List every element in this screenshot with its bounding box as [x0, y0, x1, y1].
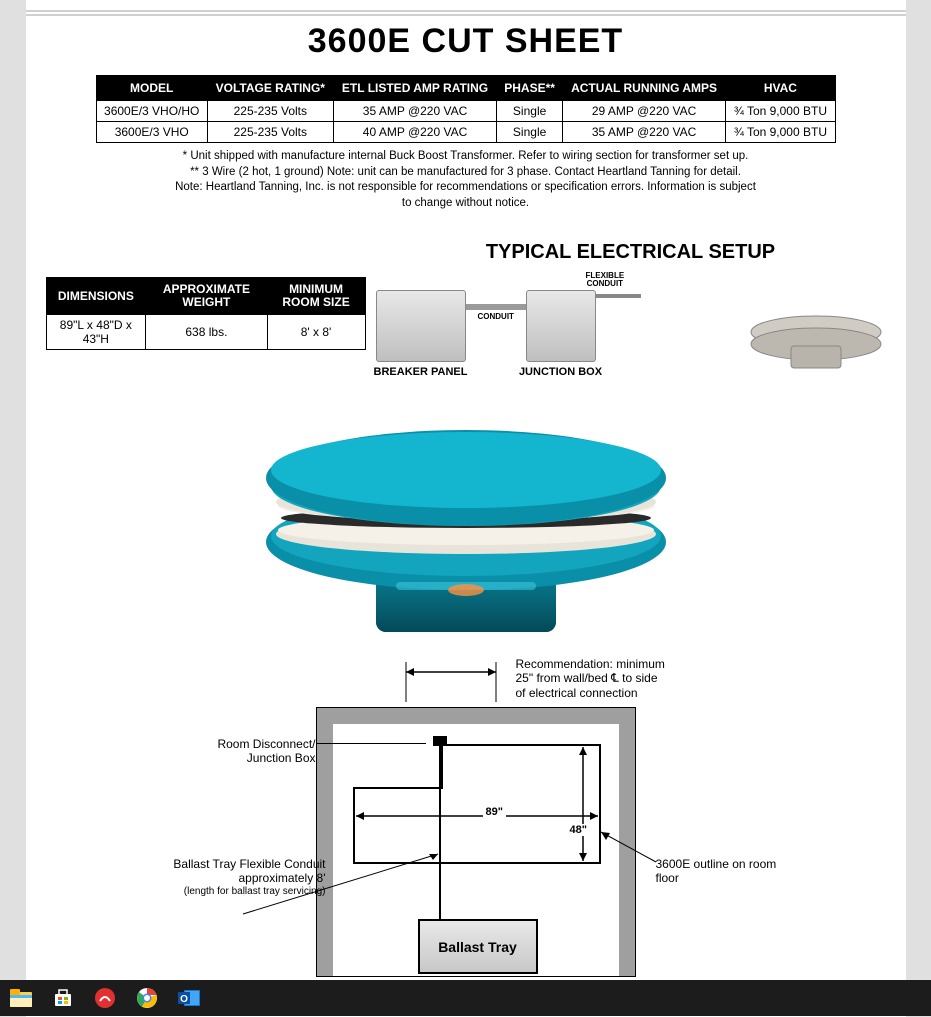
disconnect-callout: Room Disconnect/ Junction Box	[176, 737, 316, 766]
cell: 3600E/3 VHO/HO	[96, 101, 207, 122]
col-weight: APPROXIMATE WEIGHT	[146, 278, 267, 315]
bed-cutout	[353, 744, 443, 789]
conduit-label: CONDUIT	[478, 312, 514, 321]
outlook-icon[interactable]: O	[176, 985, 202, 1011]
page-title: 3600E CUT SHEET	[46, 22, 886, 61]
cell: 8' x 8'	[267, 315, 365, 350]
callout-line: Junction Box	[176, 751, 316, 765]
cell: 29 AMP @220 VAC	[562, 101, 725, 122]
dim-48-label: 48"	[568, 824, 589, 836]
callout-line: Ballast Tray Flexible Conduit	[156, 857, 326, 871]
flexible-conduit-line	[596, 294, 641, 298]
callout-line: floor	[656, 871, 816, 885]
product-image-area	[46, 412, 886, 647]
callout-line: of electrical connection	[516, 686, 716, 700]
chrome-icon[interactable]	[134, 985, 160, 1011]
windows-taskbar[interactable]: O	[0, 980, 931, 1016]
dim-89-label: 89"	[483, 806, 506, 818]
cell: 225-235 Volts	[207, 122, 333, 143]
cell: Single	[497, 122, 562, 143]
footnote-line: * Unit shipped with manufacture internal…	[96, 149, 836, 165]
col-voltage: VOLTAGE RATING*	[207, 76, 333, 101]
table-row: 3600E/3 VHO/HO 225-235 Volts 35 AMP @220…	[96, 101, 835, 122]
outline-callout: 3600E outline on room floor	[656, 857, 816, 886]
electrical-diagram: FLEXIBLE CONDUIT BREAKER PANEL CONDUIT J…	[376, 272, 886, 392]
mid-row: DIMENSIONS APPROXIMATE WEIGHT MINIMUM RO…	[46, 241, 886, 392]
cell: 35 AMP @220 VAC	[562, 122, 725, 143]
cell: ¾ Ton 9,000 BTU	[726, 122, 835, 143]
svg-text:O: O	[180, 994, 188, 1005]
cell: Single	[497, 101, 562, 122]
cell: 225-235 Volts	[207, 101, 333, 122]
document-page: 3600E CUT SHEET MODEL VOLTAGE RATING* ET…	[26, 0, 906, 1017]
breaker-panel-box	[376, 290, 466, 362]
breaker-label: BREAKER PANEL	[371, 366, 471, 378]
disconnect-leader	[316, 743, 426, 744]
callout-line: Recommendation: minimum	[516, 657, 716, 671]
app-red-icon[interactable]	[92, 985, 118, 1011]
col-dimensions: DIMENSIONS	[46, 278, 146, 315]
electrical-title: TYPICAL ELECTRICAL SETUP	[376, 241, 886, 264]
recommendation-callout: Recommendation: minimum 25" from wall/be…	[516, 657, 716, 700]
conduit-line	[466, 304, 526, 310]
flexible-conduit-label: FLEXIBLE CONDUIT	[586, 272, 625, 288]
col-phase: PHASE**	[497, 76, 562, 101]
microsoft-store-icon[interactable]	[50, 985, 76, 1011]
col-running: ACTUAL RUNNING AMPS	[562, 76, 725, 101]
table-row: 3600E/3 VHO 225-235 Volts 40 AMP @220 VA…	[96, 122, 835, 143]
cell: ¾ Ton 9,000 BTU	[726, 101, 835, 122]
top-rule	[26, 10, 906, 16]
cell: 40 AMP @220 VAC	[333, 122, 497, 143]
table-header-row: DIMENSIONS APPROXIMATE WEIGHT MINIMUM RO…	[46, 278, 365, 315]
mini-bed-icon	[746, 302, 886, 372]
ballast-callout: Ballast Tray Flexible Conduit approximat…	[156, 857, 326, 898]
cell: 638 lbs.	[146, 315, 267, 350]
callout-line: 25" from wall/bed ℄ to side	[516, 671, 716, 685]
file-explorer-icon[interactable]	[8, 985, 34, 1011]
room-reference-diagram: Recommendation: minimum 25" from wall/be…	[116, 657, 816, 987]
tanning-bed-image	[246, 412, 686, 642]
dimensions-column: DIMENSIONS APPROXIMATE WEIGHT MINIMUM RO…	[46, 241, 376, 350]
callout-line: approximately 8'	[156, 871, 326, 885]
top-dimension-arrow	[396, 657, 506, 707]
ballast-tray-box: Ballast Tray	[418, 919, 538, 974]
footnote-line: ** 3 Wire (2 hot, 1 ground) Note: unit c…	[96, 165, 836, 181]
callout-line: Room Disconnect/	[176, 737, 316, 751]
cell: 89"L x 48"D x 43"H	[46, 315, 146, 350]
spec-table: MODEL VOLTAGE RATING* ETL LISTED AMP RAT…	[96, 75, 836, 143]
footnote-line: Note: Heartland Tanning, Inc. is not res…	[96, 180, 836, 196]
label-text: CONDUIT	[587, 279, 623, 288]
callout-line: 3600E outline on room	[656, 857, 816, 871]
outline-leader	[596, 827, 666, 867]
footnote-line: to change without notice.	[96, 196, 836, 212]
ballast-tray-label: Ballast Tray	[438, 939, 517, 955]
col-roomsize: MINIMUM ROOM SIZE	[267, 278, 365, 315]
table-header-row: MODEL VOLTAGE RATING* ETL LISTED AMP RAT…	[96, 76, 835, 101]
col-etl: ETL LISTED AMP RATING	[333, 76, 497, 101]
junction-dot	[433, 736, 447, 746]
electrical-column: TYPICAL ELECTRICAL SETUP FLEXIBLE CONDUI…	[376, 241, 886, 392]
cell: 3600E/3 VHO	[96, 122, 207, 143]
col-hvac: HVAC	[726, 76, 835, 101]
junction-label: JUNCTION BOX	[511, 366, 611, 378]
table-row: 89"L x 48"D x 43"H 638 lbs. 8' x 8'	[46, 315, 365, 350]
room-outline: 89" 48" Ballast Tray	[316, 707, 636, 977]
dimensions-table: DIMENSIONS APPROXIMATE WEIGHT MINIMUM RO…	[46, 277, 366, 350]
label-text: BREAKER PANEL	[374, 366, 468, 378]
footnotes: * Unit shipped with manufacture internal…	[96, 149, 836, 211]
cell: 35 AMP @220 VAC	[333, 101, 497, 122]
room-interior: 89" 48" Ballast Tray	[333, 724, 619, 976]
col-model: MODEL	[96, 76, 207, 101]
callout-line: (length for ballast tray servicing)	[156, 886, 326, 898]
junction-box	[526, 290, 596, 362]
